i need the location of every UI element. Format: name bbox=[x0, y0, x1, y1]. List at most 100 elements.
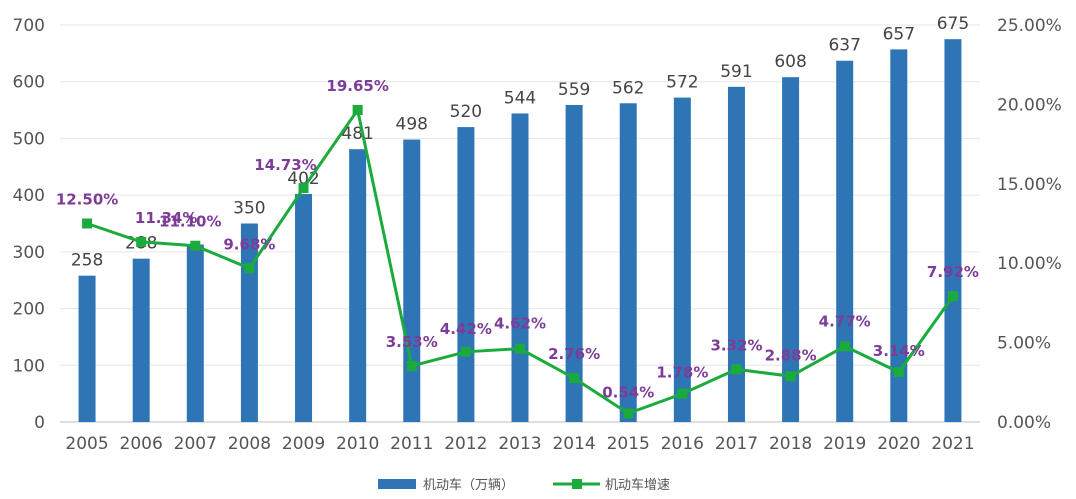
x-tick-label: 2007 bbox=[174, 434, 217, 454]
growth-marker bbox=[136, 236, 147, 247]
bar-value-label: 350 bbox=[233, 199, 265, 219]
growth-value-label: 7.92% bbox=[927, 263, 979, 281]
x-tick-label: 2009 bbox=[282, 434, 325, 454]
x-tick-label: 2005 bbox=[65, 434, 108, 454]
growth-value-label: 1.78% bbox=[656, 364, 708, 382]
growth-marker bbox=[947, 291, 958, 302]
x-tick-label: 2010 bbox=[336, 434, 379, 454]
bar-value-label: 481 bbox=[341, 124, 373, 144]
growth-value-label: 3.14% bbox=[873, 342, 925, 360]
growth-marker bbox=[460, 346, 471, 357]
bar bbox=[457, 127, 475, 422]
x-tick-label: 2021 bbox=[931, 434, 974, 454]
x-tick-label: 2012 bbox=[444, 434, 487, 454]
bar bbox=[727, 86, 745, 422]
bar-value-label: 498 bbox=[396, 115, 428, 135]
bar-value-label: 675 bbox=[937, 14, 969, 34]
bar bbox=[944, 39, 962, 423]
bar-value-label: 657 bbox=[883, 24, 915, 44]
growth-value-label: 14.73% bbox=[254, 156, 316, 174]
legend-bar-label: 机动车（万辆） bbox=[423, 477, 514, 493]
x-tick-label: 2011 bbox=[390, 434, 433, 454]
growth-value-label: 0.54% bbox=[602, 383, 654, 401]
bar-value-label: 572 bbox=[666, 73, 698, 93]
y-right-tick-label: 25.00% bbox=[997, 16, 1062, 36]
x-tick-label: 2017 bbox=[715, 434, 758, 454]
bar bbox=[511, 113, 529, 422]
y-left-tick-label: 0 bbox=[34, 413, 45, 433]
growth-marker bbox=[244, 263, 255, 274]
growth-marker bbox=[352, 104, 363, 115]
growth-marker bbox=[623, 408, 634, 419]
bar bbox=[403, 139, 421, 422]
growth-marker bbox=[515, 343, 525, 354]
bar bbox=[782, 77, 800, 423]
y-left-tick-label: 100 bbox=[13, 356, 45, 376]
growth-value-label: 9.68% bbox=[223, 235, 275, 253]
y-right-tick-label: 20.00% bbox=[997, 95, 1062, 115]
growth-value-label: 4.77% bbox=[819, 312, 871, 330]
growth-marker bbox=[298, 183, 309, 194]
x-tick-label: 2018 bbox=[769, 434, 812, 454]
x-tick-label: 2006 bbox=[120, 434, 163, 454]
y-left-tick-label: 200 bbox=[13, 300, 45, 320]
growth-value-label: 4.62% bbox=[494, 315, 546, 333]
x-tick-label: 2019 bbox=[823, 434, 866, 454]
x-tick-label: 2008 bbox=[228, 434, 271, 454]
y-right-tick-label: 15.00% bbox=[997, 175, 1062, 195]
growth-value-label: 3.32% bbox=[710, 336, 762, 354]
bar bbox=[565, 104, 583, 423]
growth-value-label: 4.42% bbox=[440, 320, 492, 338]
x-tick-label: 2016 bbox=[661, 434, 704, 454]
bar bbox=[890, 49, 908, 422]
bar bbox=[619, 103, 637, 422]
growth-marker bbox=[785, 371, 796, 382]
y-right-tick-label: 0.00% bbox=[997, 413, 1051, 433]
legend-bar-swatch bbox=[378, 479, 416, 489]
growth-marker bbox=[190, 240, 201, 251]
y-left-tick-label: 400 bbox=[13, 186, 45, 206]
y-left-tick-label: 300 bbox=[13, 243, 45, 263]
y-left-tick-label: 700 bbox=[13, 16, 45, 36]
bar bbox=[836, 60, 854, 422]
bar-value-label: 608 bbox=[774, 52, 806, 72]
x-tick-label: 2013 bbox=[498, 434, 541, 454]
legend-line-label: 机动车增速 bbox=[605, 477, 670, 493]
y-right-tick-label: 5.00% bbox=[997, 334, 1051, 354]
bar bbox=[186, 244, 204, 422]
growth-value-label: 11.10% bbox=[159, 213, 221, 231]
growth-value-label: 11.34% bbox=[135, 209, 197, 227]
growth-marker bbox=[731, 364, 742, 375]
bar-value-label: 637 bbox=[828, 36, 860, 56]
bar-value-label: 562 bbox=[612, 78, 644, 98]
bar-value-label: 591 bbox=[720, 62, 752, 82]
bar bbox=[132, 258, 150, 422]
growth-marker bbox=[893, 367, 904, 378]
bar-value-label: 559 bbox=[558, 80, 590, 100]
growth-value-label: 2.76% bbox=[548, 345, 600, 363]
growth-value-label: 19.65% bbox=[326, 77, 388, 95]
bar bbox=[673, 97, 691, 422]
growth-value-label: 3.53% bbox=[386, 333, 438, 351]
growth-marker bbox=[677, 388, 688, 399]
bar bbox=[78, 275, 96, 422]
bar-value-label: 544 bbox=[504, 88, 536, 108]
growth-value-label: 12.50% bbox=[56, 191, 118, 209]
legend-line-marker bbox=[572, 479, 582, 489]
x-tick-label: 2015 bbox=[607, 434, 650, 454]
bar-value-label: 258 bbox=[71, 251, 103, 271]
y-left-tick-label: 600 bbox=[13, 73, 45, 93]
x-tick-label: 2020 bbox=[877, 434, 920, 454]
growth-marker bbox=[569, 373, 580, 384]
x-tick-label: 2014 bbox=[552, 434, 595, 454]
growth-marker bbox=[82, 218, 93, 229]
growth-marker bbox=[406, 360, 417, 371]
bar bbox=[349, 149, 367, 422]
y-right-tick-label: 10.00% bbox=[997, 254, 1062, 274]
bar-value-label: 520 bbox=[450, 102, 482, 122]
growth-value-label: 2.88% bbox=[765, 346, 817, 364]
bar bbox=[295, 194, 313, 422]
y-left-tick-label: 500 bbox=[13, 129, 45, 149]
